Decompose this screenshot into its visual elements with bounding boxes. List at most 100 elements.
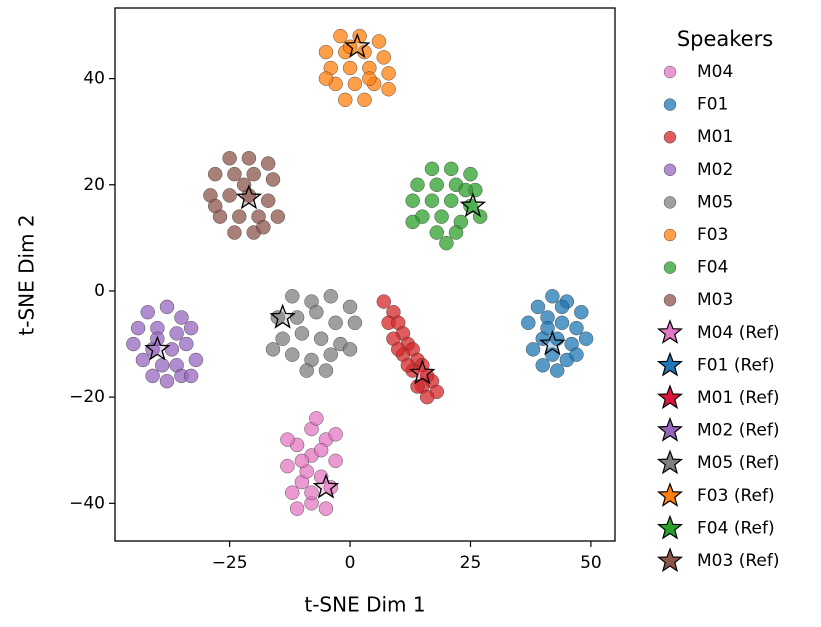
point xyxy=(448,225,464,240)
x-axis-label: t-SNE Dim 1 xyxy=(304,593,425,617)
point xyxy=(241,151,257,166)
point xyxy=(207,198,223,214)
point xyxy=(265,172,281,187)
point xyxy=(391,342,406,357)
point xyxy=(429,177,444,192)
ref-star xyxy=(409,359,436,385)
point xyxy=(179,336,194,352)
point xyxy=(285,347,300,362)
point xyxy=(569,347,584,362)
ref-star xyxy=(312,473,340,499)
y-tick-label: 20 xyxy=(83,175,105,195)
point xyxy=(299,363,314,378)
point xyxy=(159,374,175,389)
legend-marker xyxy=(663,98,677,111)
point xyxy=(400,358,416,373)
legend-marker xyxy=(663,130,677,144)
point xyxy=(318,71,334,86)
point xyxy=(309,304,324,320)
plot-frame xyxy=(114,7,616,542)
point xyxy=(458,182,473,198)
point xyxy=(323,347,338,362)
point xyxy=(275,331,290,346)
point xyxy=(376,294,391,309)
point xyxy=(222,188,237,203)
point xyxy=(222,151,237,166)
point xyxy=(232,209,247,224)
point xyxy=(419,389,435,405)
legend-marker xyxy=(656,416,684,442)
point xyxy=(183,320,199,336)
legend-marker xyxy=(656,547,684,573)
legend-marker xyxy=(663,65,677,79)
point xyxy=(328,453,343,469)
point xyxy=(338,92,353,108)
legend-marker xyxy=(663,196,677,209)
point xyxy=(574,304,589,320)
point xyxy=(554,315,570,331)
legend-label: M03 (Ref) xyxy=(697,551,779,571)
point xyxy=(342,342,358,357)
point xyxy=(126,336,141,352)
point xyxy=(289,310,305,325)
point xyxy=(140,304,155,320)
legend-marker xyxy=(663,228,677,242)
point xyxy=(294,326,310,341)
point xyxy=(525,342,541,357)
legend-marker xyxy=(656,319,684,344)
x-tick-label: −25 xyxy=(212,553,248,573)
point xyxy=(578,331,594,346)
point xyxy=(318,44,334,60)
y-tick-label: 0 xyxy=(94,281,105,301)
point xyxy=(270,209,286,224)
point xyxy=(357,92,372,108)
point xyxy=(289,501,305,516)
point xyxy=(342,60,358,76)
point xyxy=(174,310,189,325)
y-tick-label: 40 xyxy=(83,69,105,89)
ref-star xyxy=(539,330,566,356)
legend-label: M05 xyxy=(697,192,733,212)
point xyxy=(183,368,199,384)
x-tick-label: 25 xyxy=(460,553,482,573)
point xyxy=(207,166,223,182)
point xyxy=(130,320,146,336)
point xyxy=(410,177,425,192)
point xyxy=(260,193,276,208)
point xyxy=(313,443,329,458)
point xyxy=(569,320,584,336)
point xyxy=(352,28,367,44)
legend-label: M03 xyxy=(697,290,733,310)
ref-star xyxy=(344,32,371,58)
point xyxy=(328,315,343,331)
point xyxy=(328,427,343,442)
point xyxy=(294,453,310,469)
legend-marker xyxy=(656,449,684,475)
legend-marker xyxy=(656,482,684,507)
point xyxy=(260,156,276,171)
point xyxy=(164,342,180,357)
x-tick-label: 0 xyxy=(345,553,356,573)
point xyxy=(371,34,387,49)
legend-label: M04 (Ref) xyxy=(697,323,779,343)
legend-marker xyxy=(663,261,677,274)
point xyxy=(434,209,449,224)
legend-marker xyxy=(663,163,677,177)
point xyxy=(362,71,377,86)
point xyxy=(381,82,396,97)
legend-title: Speakers xyxy=(677,27,773,51)
point xyxy=(285,485,300,500)
legend-label: M02 (Ref) xyxy=(697,421,779,441)
x-tick-label: 50 xyxy=(580,553,602,573)
point xyxy=(246,166,261,182)
ref-star xyxy=(144,335,171,361)
point xyxy=(530,299,546,315)
legend-label: M01 xyxy=(697,127,733,147)
legend-label: F03 (Ref) xyxy=(697,486,775,506)
point xyxy=(323,289,338,304)
legend-marker xyxy=(656,514,684,540)
point xyxy=(188,352,204,368)
point xyxy=(347,76,363,92)
ref-star xyxy=(459,192,487,218)
point xyxy=(145,368,160,384)
